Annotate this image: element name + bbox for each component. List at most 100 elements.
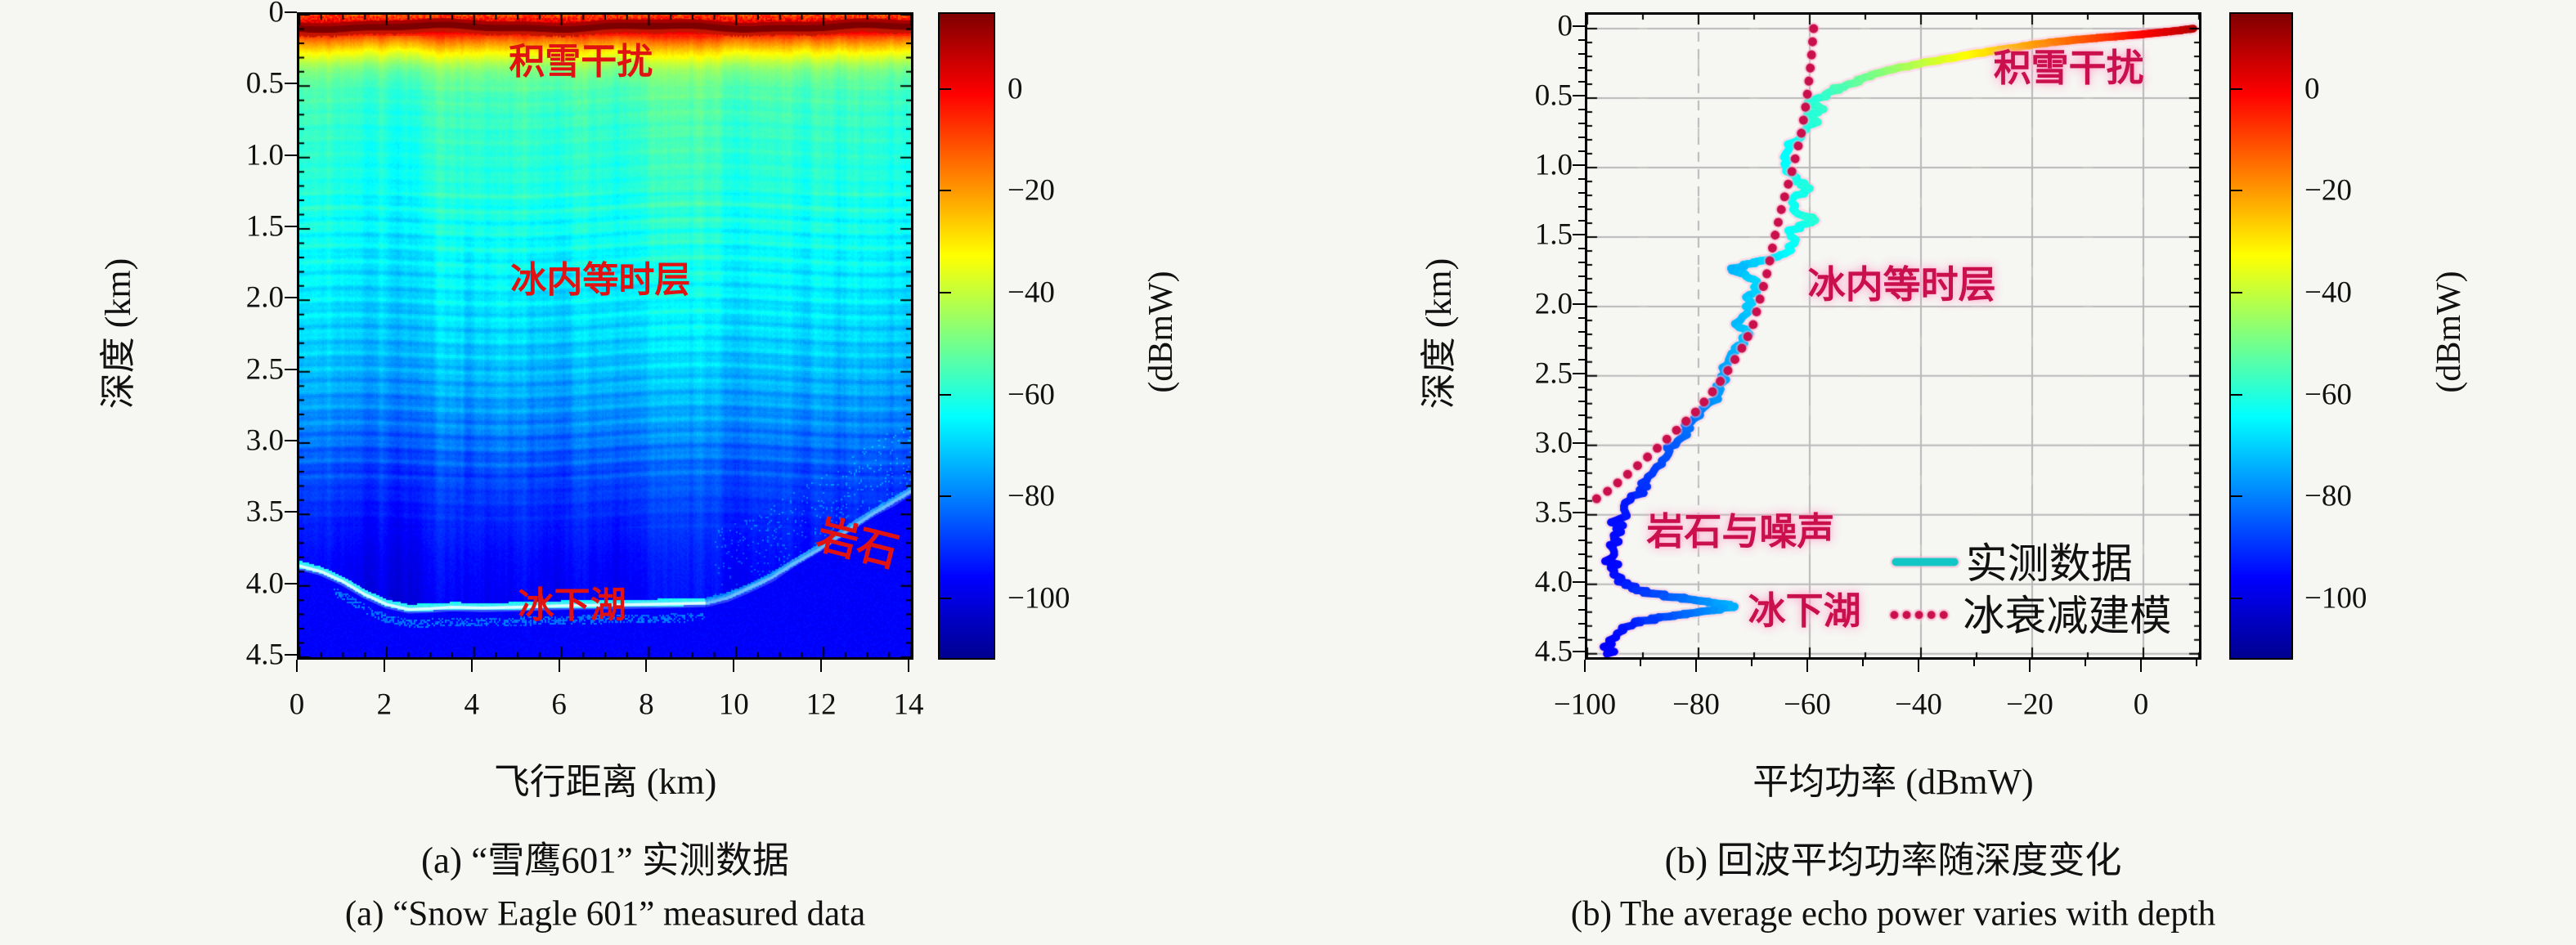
panel-b-y-tick	[1578, 275, 1585, 277]
panel-a-echogram-plot	[297, 12, 913, 660]
panel-a-y-tick	[285, 368, 297, 370]
panel-b-x-tick	[1806, 660, 1808, 672]
panel-b-y-tick	[1578, 219, 1585, 222]
panel-a-y-tick-label: 3.5	[245, 495, 284, 529]
panel-b-y-tick	[1578, 122, 1585, 124]
panel-b-x-tick-label: −40	[1895, 687, 1942, 722]
panel-b-y-tick	[1573, 25, 1585, 27]
panel-a-x-tick-label: 6	[551, 687, 567, 722]
panel-b-line-plot	[1585, 12, 2201, 660]
colorbar-tick-label: −80	[1008, 479, 1055, 513]
panel-b-y-tick	[1578, 594, 1585, 597]
colorbar-tick	[940, 393, 951, 396]
panel-b-y-tick	[1578, 177, 1585, 180]
panel-b-x-tick	[1918, 660, 1919, 672]
colorbar-tick	[2231, 495, 2242, 498]
panel-b-y-tick	[1573, 372, 1585, 374]
panel-b-y-tick	[1573, 163, 1585, 166]
panel-b-x-tick-label: −20	[2006, 687, 2053, 722]
panel-b-y-tick-label: 4.5	[1534, 634, 1573, 669]
annotation-冰内等时层: 冰内等时层	[510, 260, 691, 301]
panel-b-y-tick-label: 0	[1557, 9, 1573, 43]
colorbar-tick	[940, 495, 951, 498]
colorbar-tick	[2231, 393, 2242, 396]
panel-a-y-tick-label: 4.0	[245, 567, 284, 601]
panel-b-y-tick	[1578, 80, 1585, 83]
panel-b-y-tick	[1578, 191, 1585, 194]
panel-b-y-tick	[1578, 414, 1585, 416]
panel-a-y-tick	[285, 297, 297, 299]
panel-a-y-tick-label: 0.5	[245, 66, 284, 101]
panel-a-y-tick	[285, 582, 297, 584]
panel-a-x-tick	[645, 660, 648, 672]
panel-a-y-tick-label: 1.5	[245, 209, 284, 244]
panel-b-x-tick	[1751, 660, 1752, 666]
panel-a-x-tick	[470, 660, 473, 672]
panel-b-x-tick	[1973, 660, 1975, 666]
panel-b-x-tick	[2140, 660, 2142, 672]
panel-b-y-tick-label: 1.5	[1534, 217, 1573, 252]
panel-b-y-tick	[1578, 497, 1585, 499]
colorbar-tick	[940, 87, 951, 90]
legend-label-model: 冰衰减建模	[1963, 594, 2172, 641]
panel-b-x-tick	[1640, 660, 1641, 666]
panel-b-y-tick	[1578, 539, 1585, 541]
panel-b-y-tick	[1578, 289, 1585, 291]
panel-b-y-tick	[1578, 608, 1585, 611]
panel-b-y-tick	[1578, 567, 1585, 569]
colorbar-tick-label: −80	[2304, 479, 2352, 513]
panel-b-y-tick-label: 3.5	[1534, 495, 1573, 530]
colorbar-tick-label: −20	[1008, 173, 1055, 208]
panel-a-y-tick-label: 2.5	[245, 352, 284, 387]
panel-b-y-tick	[1573, 650, 1585, 652]
colorbar-tick	[940, 190, 951, 192]
panel-a-y-tick-label: 0	[268, 0, 285, 29]
panel-b-y-tick	[1578, 66, 1585, 69]
panel-b-y-tick	[1573, 302, 1585, 305]
panel-a-y-tick-label: 3.0	[245, 423, 284, 458]
panel-b-x-tick	[1862, 660, 1864, 666]
panel-b-y-tick	[1573, 441, 1585, 444]
panel-b-colorbar	[2229, 12, 2293, 660]
panel-b-y-tick-label: 2.5	[1534, 356, 1573, 391]
colorbar-tick-label: −60	[2304, 378, 2352, 412]
panel-b-y-tick	[1578, 622, 1585, 625]
panel-a-y-axis-label: 深度 (km)	[98, 258, 138, 410]
panel-b-y-tick	[1578, 108, 1585, 110]
panel-b-y-tick	[1573, 580, 1585, 583]
panel-a-caption-zh: (a) “雪鹰601” 实测数据	[421, 840, 789, 881]
panel-b-x-tick	[2029, 660, 2031, 672]
panel-a-colorbar-label: (dBmW)	[1142, 271, 1180, 393]
colorbar-tick-label: −60	[1008, 378, 1055, 412]
panel-a-caption-en: (a) “Snow Eagle 601” measured data	[344, 894, 866, 934]
panel-a-x-tick-label: 10	[718, 687, 749, 722]
panel-b-y-tick	[1578, 483, 1585, 486]
panel-a-x-tick	[296, 660, 298, 672]
colorbar-tick	[2231, 291, 2242, 293]
panel-b-y-tick	[1578, 386, 1585, 388]
panel-b-y-tick	[1578, 330, 1585, 333]
annotation-积雪干扰: 积雪干扰	[1993, 47, 2144, 89]
colorbar-tick	[2231, 87, 2242, 90]
panel-a-x-tick-label: 4	[464, 687, 479, 722]
panel-a-y-tick-label: 2.0	[245, 280, 284, 315]
panel-a-x-tick	[820, 660, 823, 672]
panel-a-y-tick	[285, 11, 297, 13]
colorbar-tick-label: 0	[2304, 72, 2320, 106]
panel-a-y-tick	[285, 154, 297, 156]
panel-a-y-tick-label: 4.5	[245, 638, 284, 672]
panel-b-y-tick	[1578, 400, 1585, 402]
panel-b-colorbar-label: (dBmW)	[2430, 271, 2468, 393]
annotation-冰下湖: 冰下湖	[1748, 590, 1861, 633]
panel-b-x-tick	[1695, 660, 1697, 672]
colorbar-tick	[940, 598, 951, 600]
panel-a-y-tick	[285, 440, 297, 441]
panel-a-x-tick-label: 2	[376, 687, 393, 722]
panel-a-y-tick	[285, 654, 297, 656]
panel-b-caption-en: (b) The average echo power varies with d…	[1570, 894, 2216, 934]
panel-b-x-tick	[2196, 660, 2197, 666]
panel-b-x-tick-label: −60	[1784, 687, 1831, 722]
panel-b-x-tick-label: −100	[1553, 687, 1617, 722]
panel-b-y-tick	[1573, 511, 1585, 513]
panel-a-x-tick-label: 0	[289, 687, 305, 722]
